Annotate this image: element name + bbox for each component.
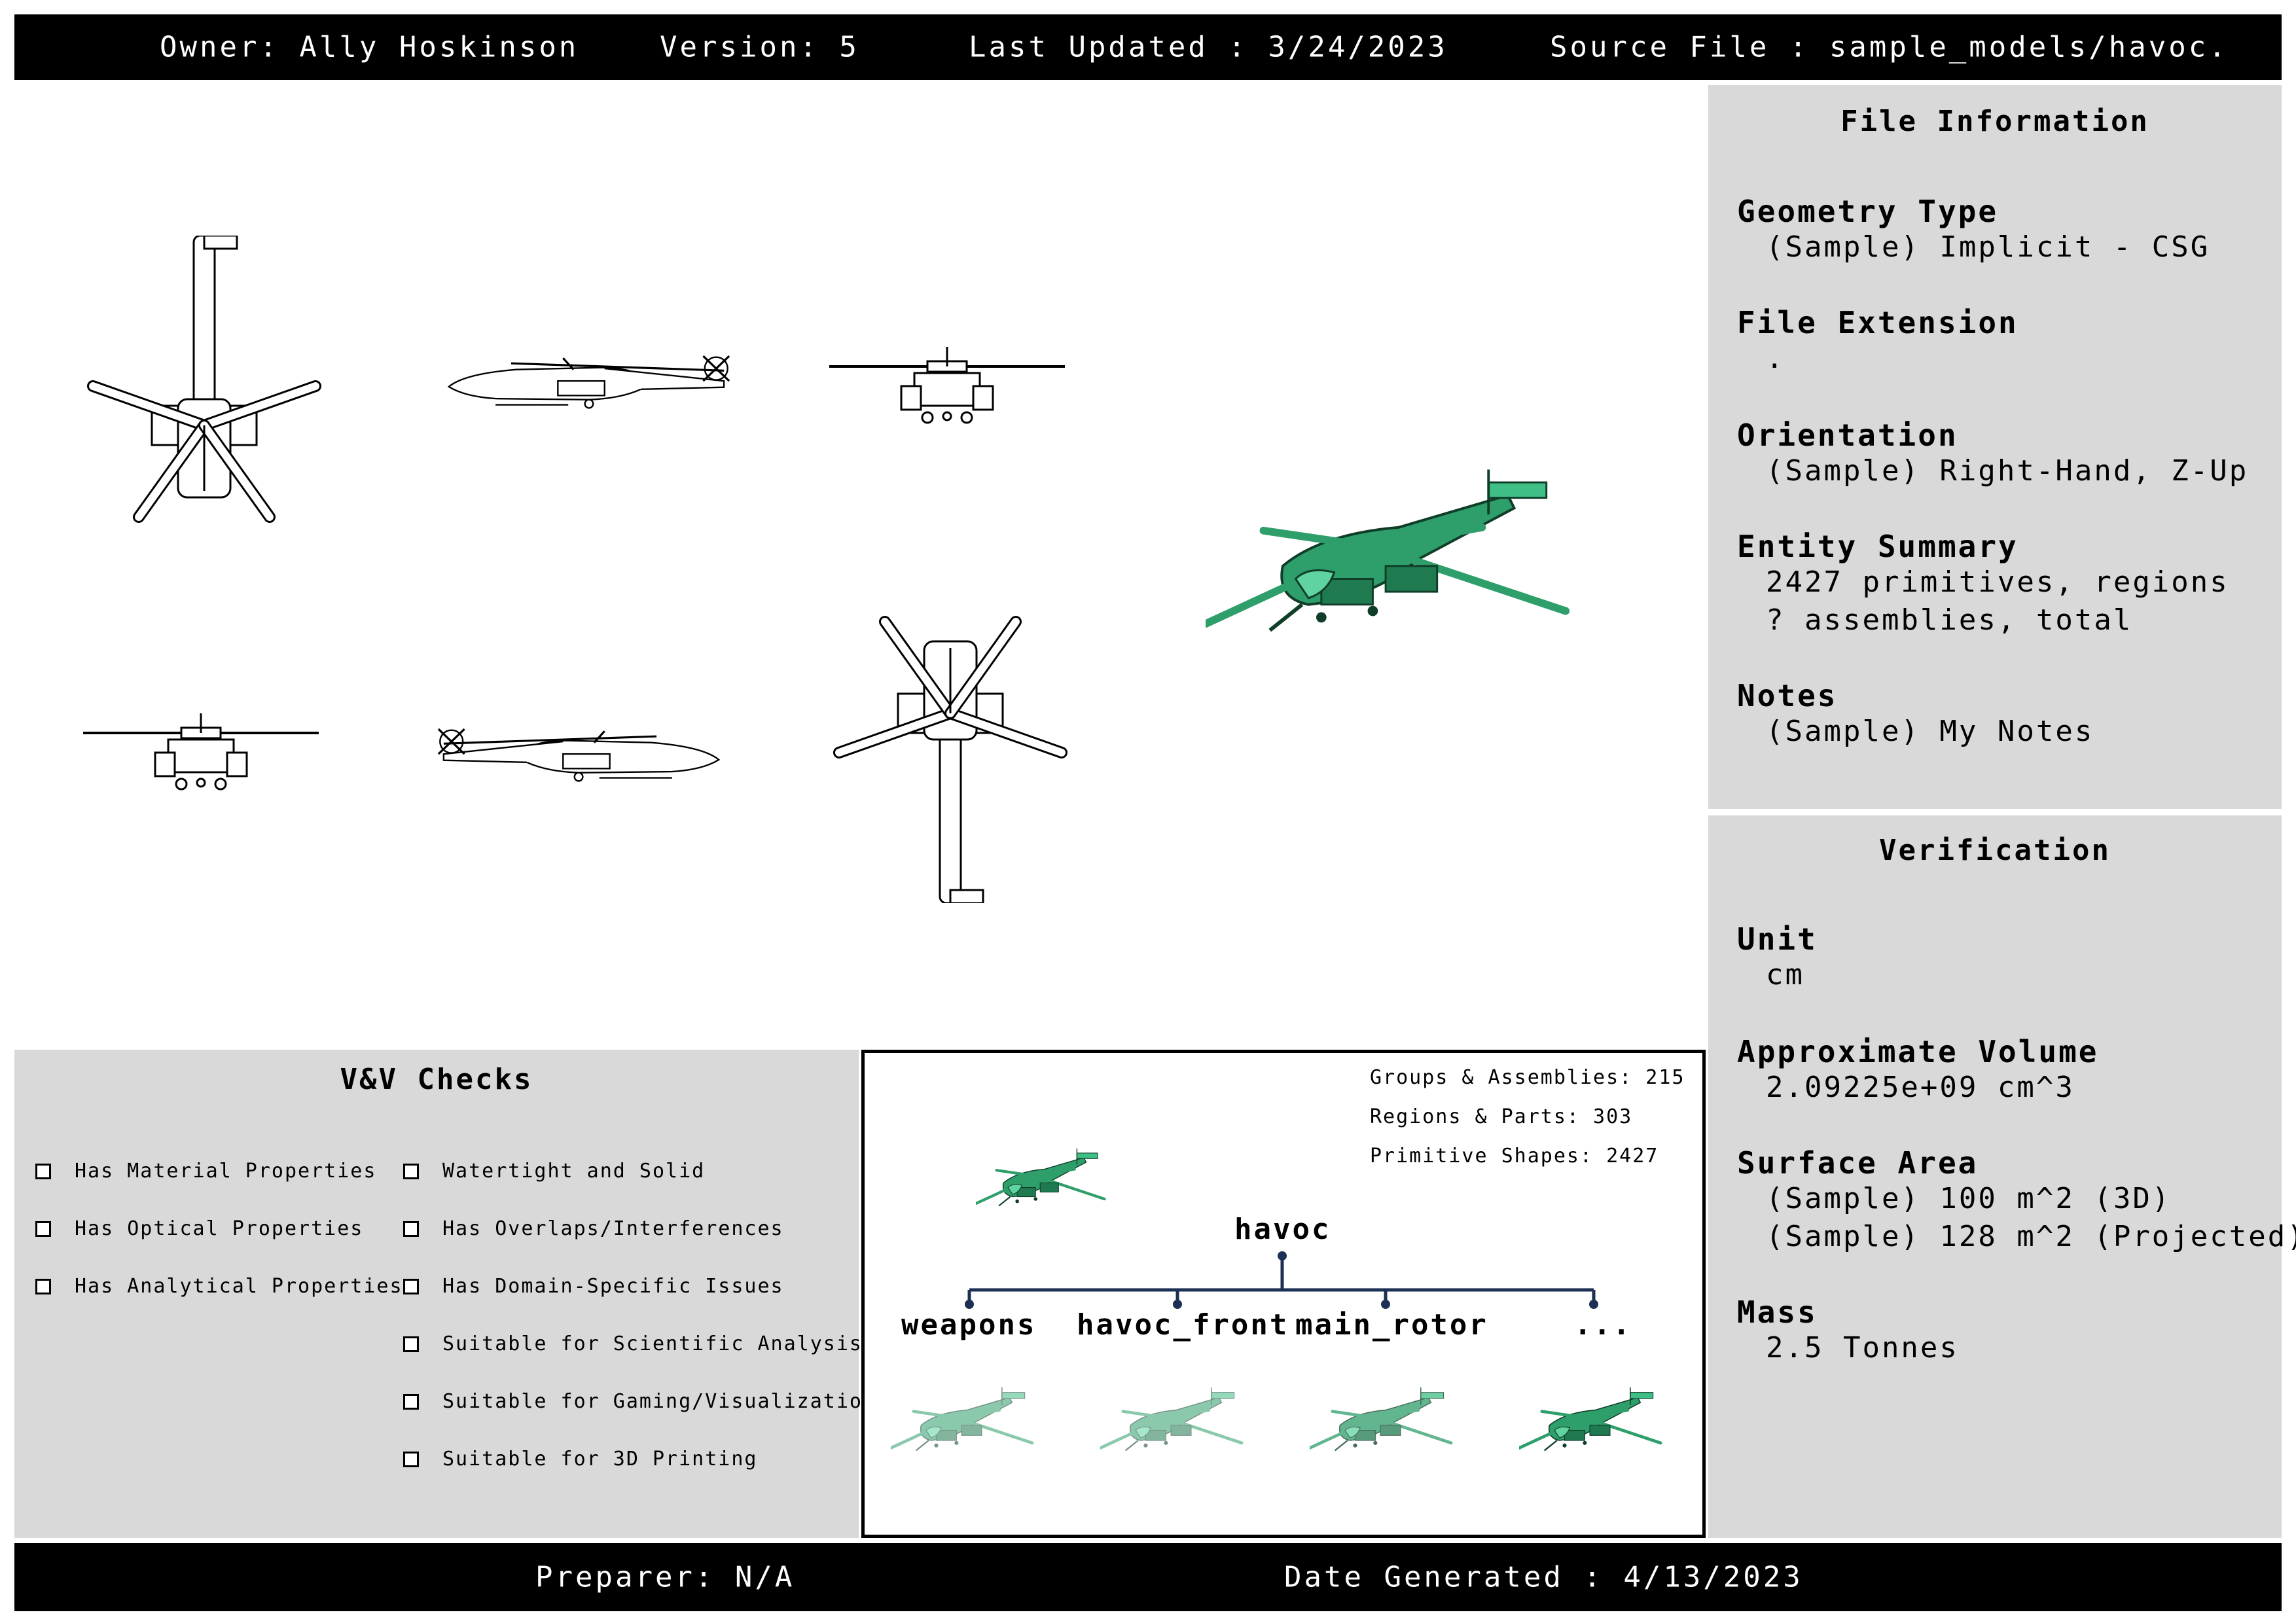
check-label: Suitable for 3D Printing (442, 1448, 758, 1471)
check-label: Suitable for Gaming/Visualization (442, 1390, 876, 1413)
checkbox[interactable] (403, 1278, 419, 1294)
mass-value: 2.5 Tonnes (1766, 1331, 1959, 1364)
checkbox[interactable] (35, 1221, 51, 1237)
tree-connectors (965, 1251, 1598, 1309)
check-label: Has Overlaps/Interferences (442, 1217, 784, 1240)
root-model-thumbnail-icon (976, 1138, 1107, 1223)
tree-root-node[interactable]: havoc (1234, 1213, 1331, 1246)
check-label: Has Optical Properties (75, 1217, 364, 1240)
groups-assemblies-count: Groups & Assemblies: 215 (1370, 1066, 1685, 1089)
checkbox[interactable] (403, 1393, 419, 1410)
notes-label: Notes (1737, 678, 1838, 713)
check-label: Has Material Properties (75, 1160, 377, 1183)
file-information-title: File Information (1840, 105, 2149, 138)
helicopter-back-view-icon (82, 712, 320, 791)
helicopter-front-view-icon (828, 346, 1066, 424)
helicopter-bottom-view-icon (826, 609, 1075, 903)
approximate-volume-label: Approximate Volume (1737, 1034, 2099, 1069)
helicopter-perspective-render-icon (1206, 438, 1572, 681)
orientation-label: Orientation (1737, 418, 1958, 453)
version-text: Version: 5 (660, 30, 859, 64)
checkbox[interactable] (403, 1336, 419, 1352)
checkbox[interactable] (403, 1221, 419, 1237)
file-information-panel: File Information Geometry Type (Sample) … (1708, 85, 2282, 809)
check-scientific-analysis[interactable]: Suitable for Scientific Analysis (403, 1332, 863, 1355)
main-rotor-thumbnail-icon (1310, 1374, 1454, 1472)
tree-node-more[interactable]: ... (1574, 1308, 1632, 1342)
date-generated-text: Date Generated : 4/13/2023 (1284, 1560, 1803, 1594)
helicopter-top-view-icon (80, 236, 329, 530)
verification-title: Verification (1879, 834, 2111, 867)
check-3d-printing[interactable]: Suitable for 3D Printing (403, 1448, 757, 1471)
check-label: Has Analytical Properties (75, 1275, 403, 1298)
checkbox[interactable] (403, 1163, 419, 1179)
more-thumbnail-icon (1519, 1374, 1663, 1472)
check-domain-specific-issues[interactable]: Has Domain-Specific Issues (403, 1275, 784, 1298)
tree-node-havoc-front[interactable]: havoc_front (1077, 1308, 1289, 1342)
check-analytical-properties[interactable]: Has Analytical Properties (35, 1275, 403, 1298)
regions-parts-count: Regions & Parts: 303 (1370, 1105, 1633, 1128)
model-views-area (14, 85, 1702, 1047)
entity-summary-label: Entity Summary (1737, 529, 2018, 564)
primitive-shapes-count: Primitive Shapes: 2427 (1370, 1145, 1659, 1168)
havoc-front-thumbnail-icon (1100, 1374, 1244, 1472)
tree-node-weapons[interactable]: weapons (901, 1308, 1037, 1342)
checkbox[interactable] (35, 1278, 51, 1294)
check-optical-properties[interactable]: Has Optical Properties (35, 1217, 363, 1240)
geometry-type-label: Geometry Type (1737, 194, 1999, 229)
checkbox[interactable] (35, 1163, 51, 1179)
orientation-value: (Sample) Right-Hand, Z-Up (1766, 454, 2249, 488)
surface-area-projected: (Sample) 128 m^2 (Projected) (1766, 1220, 2296, 1253)
footer-bar: Preparer: N/A Date Generated : 4/13/2023 (14, 1543, 2282, 1611)
check-material-properties[interactable]: Has Material Properties (35, 1160, 376, 1183)
file-extension-label: File Extension (1737, 305, 2018, 340)
approximate-volume-value: 2.09225e+09 cm^3 (1766, 1071, 2075, 1104)
file-extension-value: . (1766, 342, 1785, 375)
checkbox[interactable] (403, 1451, 419, 1467)
check-gaming-visualization[interactable]: Suitable for Gaming/Visualization (403, 1390, 876, 1413)
owner-text: Owner: Ally Hoskinson (160, 30, 579, 64)
surface-area-3d: (Sample) 100 m^2 (3D) (1766, 1182, 2172, 1215)
notes-value: (Sample) My Notes (1766, 715, 2094, 748)
entity-summary-primitives: 2427 primitives, regions (1766, 565, 2229, 599)
check-overlaps-interferences[interactable]: Has Overlaps/Interferences (403, 1217, 784, 1240)
model-hierarchy-panel: Groups & Assemblies: 215 Regions & Parts… (861, 1050, 1706, 1538)
preparer-text: Preparer: N/A (535, 1560, 795, 1594)
check-label: Watertight and Solid (442, 1160, 706, 1183)
unit-value: cm (1766, 958, 1804, 991)
entity-summary-assemblies: ? assemblies, total (1766, 603, 2133, 637)
last-updated-text: Last Updated : 3/24/2023 (969, 30, 1448, 64)
surface-area-label: Surface Area (1737, 1145, 1979, 1181)
helicopter-side-view-icon (448, 355, 730, 409)
check-label: Has Domain-Specific Issues (442, 1275, 784, 1298)
check-label: Suitable for Scientific Analysis (442, 1332, 863, 1355)
geometry-type-value: (Sample) Implicit - CSG (1766, 230, 2210, 264)
tree-node-main-rotor[interactable]: main_rotor (1295, 1308, 1488, 1342)
unit-label: Unit (1737, 921, 1818, 957)
vv-checks-panel: V&V Checks Has Material Properties Has O… (14, 1050, 874, 1538)
source-file-text: Source File : sample_models/havoc. (1550, 30, 2229, 64)
verification-panel: Verification Unit cm Approximate Volume … (1708, 815, 2296, 1538)
header-bar: Owner: Ally Hoskinson Version: 5 Last Up… (14, 14, 2282, 80)
check-watertight-solid[interactable]: Watertight and Solid (403, 1160, 705, 1183)
weapons-thumbnail-icon (891, 1374, 1035, 1472)
vv-checks-title: V&V Checks (340, 1063, 533, 1096)
helicopter-side-view-mirrored-icon (437, 728, 720, 782)
mass-label: Mass (1737, 1294, 1818, 1330)
